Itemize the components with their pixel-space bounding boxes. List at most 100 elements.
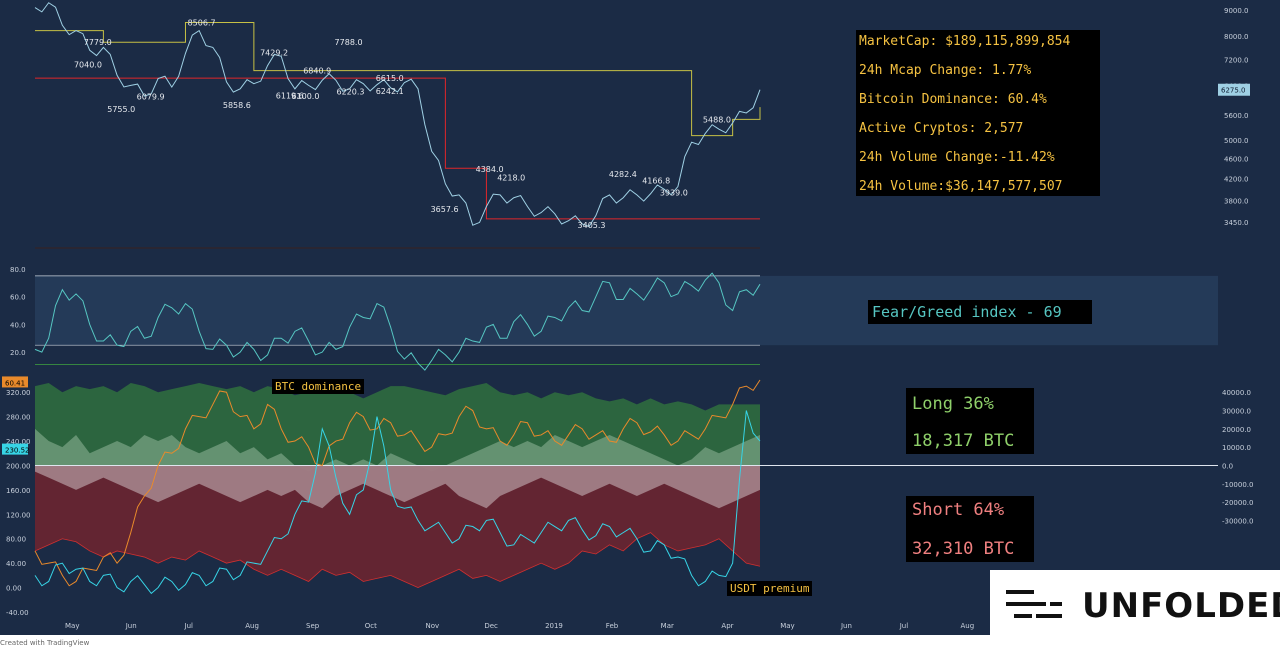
time-axis-label: Oct (365, 622, 377, 630)
time-axis-label: Apr (721, 622, 733, 630)
price-annotation: 3939.0 (660, 189, 688, 198)
watermark: Created with TradingView (0, 639, 90, 647)
left-value-label: 60.41 (5, 379, 25, 387)
btc-dominance-annotation: BTC dominance (272, 379, 365, 394)
price-annotation: 5755.0 (107, 105, 135, 114)
long-short-right-tick: 40000.0 (1222, 389, 1251, 397)
volume-stat: 24h Volume:$36,147,577,507 (859, 179, 1063, 194)
fear-greed-tick-label: 20.0 (10, 349, 26, 357)
price-annotation: 7040.0 (74, 60, 102, 69)
price-tick-label: 7200.0 (1224, 56, 1249, 64)
short-area (35, 465, 760, 588)
long-short-left-tick: 200.00 (6, 462, 31, 470)
price-annotation: 4218.0 (497, 174, 525, 183)
long-short-panel: 320.00 280.00 240.00 200.00 160.00 120.00 80.0… (2, 376, 1253, 617)
price-tick-label: 5600.0 (1224, 112, 1249, 120)
short-inner-area (35, 465, 760, 509)
price-tick-label: 9000.0 (1224, 7, 1249, 15)
long-short-right-tick: -20000.0 (1222, 499, 1253, 507)
long-short-left-tick: 240.00 (6, 438, 31, 446)
time-axis-label: Jun (840, 622, 852, 630)
usdt-premium-annotation: USDT premium (727, 581, 813, 596)
fear-greed-tick-label: 60.0 (10, 294, 26, 302)
long-short-left-tick: 120.00 (6, 511, 31, 519)
price-annotation: 3405.3 (578, 221, 606, 230)
yellow-level-line (35, 21, 761, 137)
long-short-left-tick: 40.00 (6, 560, 26, 568)
market-cap-stat: MarketCap: $189,115,899,854 (859, 34, 1071, 49)
long-short-right-tick: -30000.0 (1222, 517, 1253, 525)
fear-greed-label: Fear/Greed index - 69 (872, 303, 1062, 321)
btc-dominance-line (34, 379, 761, 587)
long-short-left-tick: 160.00 (6, 487, 31, 495)
long-short-right-tick: 30000.0 (1222, 408, 1251, 416)
left-value-badge (2, 443, 28, 455)
price-annotation: 6079.9 (137, 93, 165, 102)
price-annotation: 6242.1 (376, 87, 404, 96)
long-short-left-tick: 320.00 (6, 389, 31, 397)
long-short-right-tick: 20000.0 (1222, 426, 1251, 434)
price-tick-label: 5000.0 (1224, 137, 1249, 145)
long-short-left-tick: -40.00 (6, 609, 29, 617)
price-tick-label: 8000.0 (1224, 33, 1249, 41)
left-value-label: 230.52 (5, 447, 30, 455)
last-price-label: 6275.0 (1221, 87, 1246, 95)
time-axis-label: Jul (184, 622, 194, 630)
time-axis-label: May (65, 622, 79, 630)
long-short-left-tick: 280.00 (6, 414, 31, 422)
unfolded-logo-icon (1006, 590, 1062, 618)
mcap-change-stat: 24h Mcap Change: 1.77% (859, 63, 1032, 78)
price-tick-label: 4600.0 (1224, 155, 1249, 163)
long-box: Long 36% 18,317 BTC (906, 388, 1034, 454)
short-box: Short 64% 32,310 BTC (906, 496, 1034, 562)
btc-price-line (34, 2, 761, 228)
market-stats-box: MarketCap: $189,115,899,854 24h Mcap Cha… (856, 30, 1100, 196)
long-inner-area (35, 428, 760, 472)
long-short-right-tick: 0.0 (1222, 462, 1233, 470)
fear-greed-line (34, 272, 761, 371)
last-price-badge (1218, 83, 1250, 96)
long-short-right-tick: 10000.0 (1222, 444, 1251, 452)
red-level-line (35, 77, 760, 220)
time-axis-label: Mar (661, 622, 674, 630)
unfolded-logo-text: UNFOLDED (1082, 586, 1280, 626)
time-axis-label: Aug (960, 622, 974, 630)
active-cryptos-stat: Active Cryptos: 2,577 (859, 121, 1024, 136)
price-tick-label: 3450.0 (1224, 219, 1249, 227)
price-annotation: 7779.0 (84, 38, 112, 47)
short-outline-line (34, 532, 761, 589)
time-axis-label: 2019 (545, 622, 563, 630)
price-axis-background (1220, 0, 1280, 635)
btc-dominance-stat: Bitcoin Dominance: 60.4% (859, 92, 1047, 107)
price-annotation: 6100.0 (291, 92, 319, 101)
price-annotation: 7429.2 (260, 48, 288, 57)
time-axis-label: Feb (606, 622, 619, 630)
price-annotation: 4282.4 (609, 170, 637, 179)
time-axis-label: Sep (306, 622, 320, 630)
time-axis-label: Jul (899, 622, 909, 630)
fear-greed-tick-label: 80.0 (10, 266, 26, 274)
price-panel: 9000.08000.07200.06400.05600.05000.04600… (34, 2, 1250, 249)
price-annotation: 6119.6 (276, 91, 304, 100)
long-area (35, 383, 760, 466)
time-axis-label: Nov (426, 622, 440, 630)
long-btc: 18,317 BTC (912, 431, 1015, 451)
price-annotation: 7788.0 (335, 38, 363, 47)
usdt-premium-line (34, 410, 761, 595)
time-axis-label: Dec (484, 622, 498, 630)
volume-change-stat: 24h Volume Change:-11.42% (859, 150, 1055, 165)
price-tick-label: 3800.0 (1224, 198, 1249, 206)
price-tick-label: 4200.0 (1224, 176, 1249, 184)
price-annotation: 5488.0 (703, 115, 731, 124)
price-annotation: 8506.7 (188, 18, 216, 27)
price-annotation: 6615.0 (376, 74, 404, 83)
price-annotation: 4166.8 (642, 176, 670, 185)
fear-greed-tick-label: 40.0 (10, 321, 26, 329)
short-percent: Short 64% (912, 500, 1005, 520)
long-short-left-tick: 80.00 (6, 536, 26, 544)
price-annotation: 4384.0 (476, 165, 504, 174)
long-short-right-tick: -10000.0 (1222, 481, 1253, 489)
time-axis-label: Jun (125, 622, 137, 630)
unfolded-logo: UNFOLDED (990, 570, 1280, 645)
